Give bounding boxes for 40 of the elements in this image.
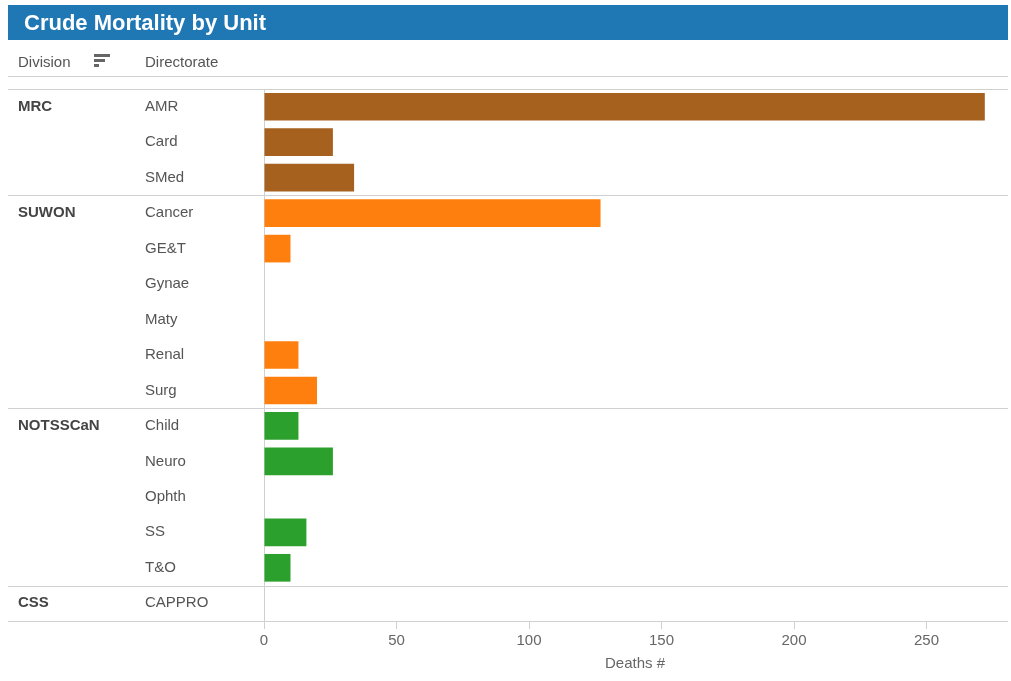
text: NOTSSCaN [18,416,100,434]
bar [264,341,299,369]
chart-title: Crude Mortality by Unit [8,5,1008,40]
bar [264,412,299,440]
y-tick-label: Child [145,416,180,434]
x-tick-label: 100 [516,631,542,649]
y-tick-label: Ophth [145,487,186,505]
bar [264,163,355,192]
y-tick-label: Neuro [145,451,186,469]
bar [264,234,291,263]
y-tick-label: Card [145,132,178,150]
y-tick-label: Surg [145,380,177,398]
bar [264,92,985,121]
x-tick-label: 250 [913,631,940,649]
y-axis-title: Directorate [145,53,219,70]
text: CSS [18,593,49,611]
y-tick-label: Maty [145,309,178,327]
y-tick-label: Cancer [145,203,194,221]
text: SUWON [18,203,76,221]
bar [264,447,333,476]
x-tick-label: 50 [388,631,405,649]
y-tick-label: CAPPRO [145,593,209,611]
y-tick-label: SS [145,522,166,540]
y-tick-label: Gynae [145,274,190,292]
x-tick-label: 0 [259,631,269,649]
text: MRC [18,96,53,114]
bar [264,553,291,582]
bar [264,199,601,227]
y-tick-label: AMR [145,96,179,114]
bar [264,128,333,157]
x-tick-label: 200 [781,631,807,649]
x-axis-title: Deaths # [604,654,666,672]
y-tick-label: GE&T [145,238,186,256]
y-tick-label: Renal [145,345,185,363]
y-tick-label: SMed [145,167,185,185]
x-tick-label: 150 [648,631,675,649]
legend-title: Division [18,53,71,70]
bar [264,376,317,405]
bar [264,518,307,547]
y-tick-label: T&O [145,557,176,575]
